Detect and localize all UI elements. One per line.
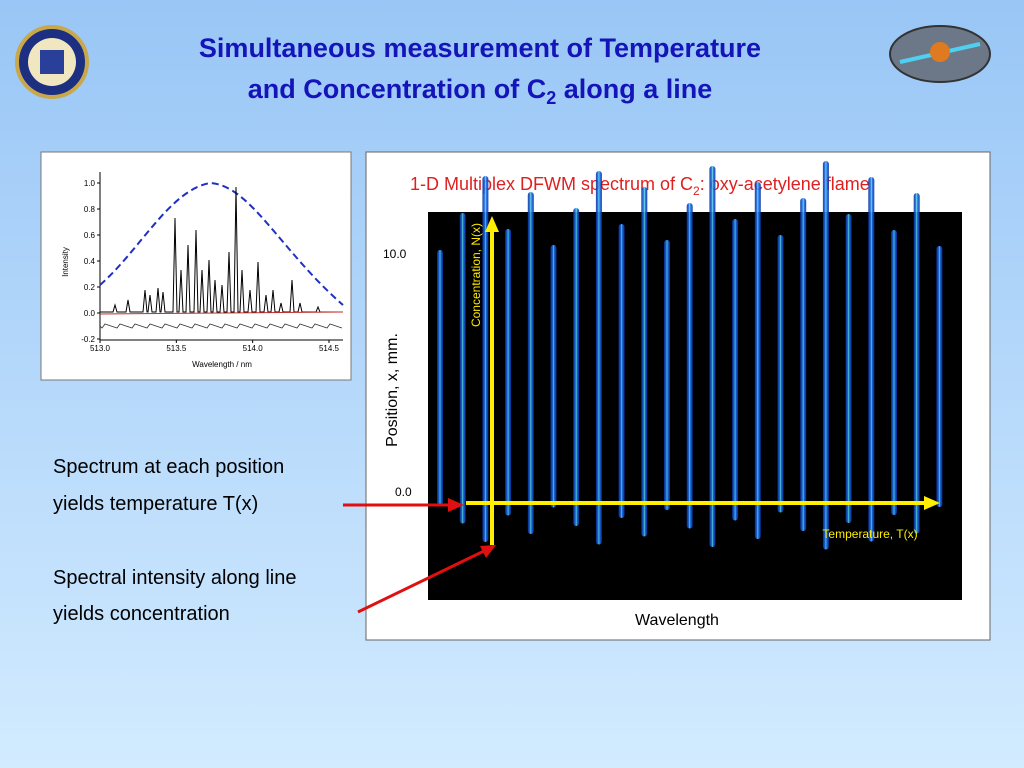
fit-curve — [99, 311, 344, 315]
spectral-line — [754, 182, 761, 539]
title-text: and Concentration of C — [248, 74, 547, 104]
y-tick-label: 0.6 — [84, 231, 96, 240]
y-tick-label: 0.0 — [84, 309, 96, 318]
spectral-line — [595, 171, 602, 545]
spectral-line — [800, 198, 807, 531]
figure-title-subscript: 2 — [693, 184, 700, 198]
spectral-line — [482, 176, 489, 542]
spectrum-curve — [100, 186, 343, 313]
spectral-line — [868, 177, 875, 542]
red-arrows — [343, 498, 496, 614]
lab-logo — [889, 25, 991, 83]
y-tick-label: 0.8 — [84, 205, 96, 214]
spectral-line — [913, 193, 920, 534]
title-subscript: 2 — [546, 88, 556, 108]
x-tick-label: 514.5 — [319, 344, 340, 353]
title-line: Simultaneous measurement of Temperature — [199, 33, 761, 63]
spectral-line — [550, 245, 557, 508]
spectral-line — [573, 208, 580, 526]
y-tick-label: 0.2 — [84, 283, 96, 292]
x-tick-label: 514.0 — [243, 344, 264, 353]
title-text: along a line — [556, 74, 712, 104]
university-logo — [15, 25, 89, 99]
note-text: Spectral intensity along line — [53, 567, 296, 589]
x-axis-label: Wavelength — [635, 612, 719, 629]
spectral-line — [459, 213, 466, 524]
spectral-line — [936, 246, 943, 507]
plot-frame — [40, 151, 352, 381]
note-text: yields temperature T(x) — [53, 493, 258, 515]
title-line: and Concentration of C2 along a line — [248, 74, 713, 108]
figure-title-text: : oxy-acetylene flame — [700, 174, 870, 194]
spectral-line — [686, 203, 693, 529]
temperature-label: Temperature, T(x) — [822, 527, 917, 541]
note-text: Spectrum at each position — [53, 456, 284, 478]
spectral-lines — [437, 161, 943, 550]
spectral-line — [641, 187, 648, 537]
y-tick-label: -0.2 — [81, 335, 95, 344]
y-tick-label: 1.0 — [84, 179, 96, 188]
residual-curve — [99, 323, 343, 329]
spectral-line — [891, 230, 897, 515]
left-plot: Intensity Wavelength / nm 1.0 0.8 0.6 0.4 0.… — [40, 151, 352, 381]
spectral-line — [527, 192, 534, 534]
spectral-line — [664, 240, 670, 510]
x-tick-label: 513.0 — [90, 344, 111, 353]
spectral-line — [845, 214, 852, 523]
y-tick-label: 0.4 — [84, 257, 96, 266]
yellow-arrows — [466, 216, 940, 545]
x-tick-label: 513.5 — [166, 344, 187, 353]
envelope-curve — [99, 181, 344, 306]
spectral-line — [822, 161, 829, 550]
spectral-line — [732, 219, 739, 521]
spectral-line — [437, 250, 443, 505]
note-text: yields concentration — [53, 603, 230, 625]
y-axis-label: Position, x, mm. — [384, 333, 401, 447]
spectral-line — [709, 166, 716, 547]
y-axis-label: Intensity — [61, 247, 70, 277]
x-axis-label: Wavelength / nm — [192, 360, 252, 369]
figure-title-text: 1-D Multiplex DFWM spectrum of C — [410, 174, 693, 194]
concentration-label: Concentration, N(x) — [469, 223, 483, 327]
spectral-line — [618, 224, 625, 518]
spectral-line — [505, 229, 512, 516]
y-tick-label: 0.0 — [395, 485, 412, 499]
y-tick-label: 10.0 — [383, 247, 407, 261]
spectral-line — [777, 235, 784, 513]
